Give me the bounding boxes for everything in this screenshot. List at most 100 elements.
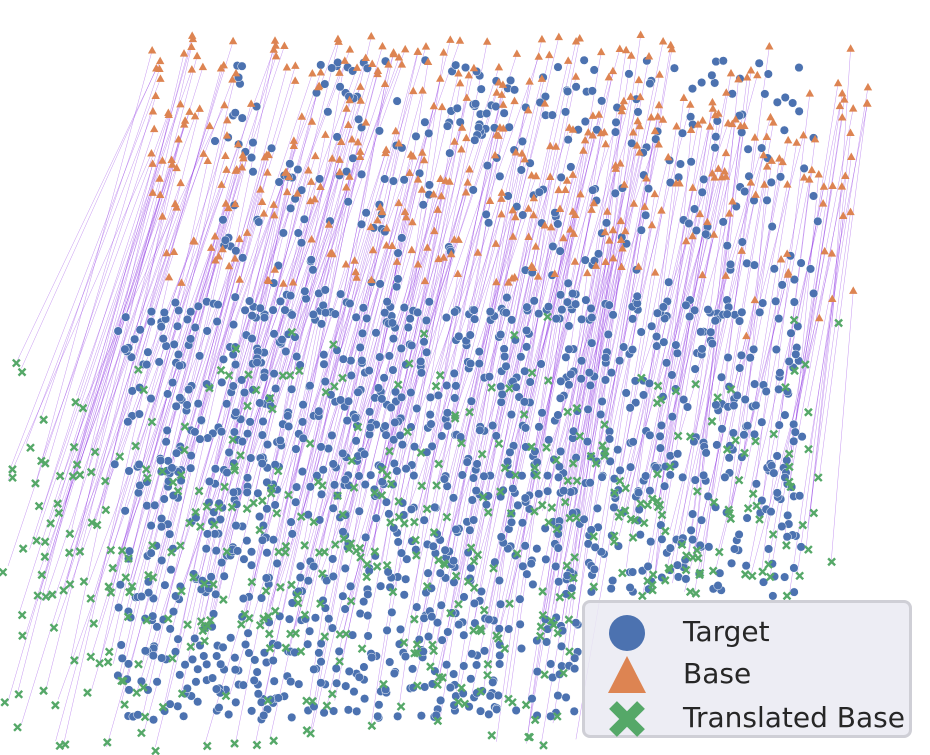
translated-base-marker [338,510,348,519]
target-marker [502,292,512,303]
target-marker [522,569,532,579]
target-marker [291,497,301,507]
base-marker [270,36,280,44]
base-marker [566,225,575,233]
target-marker [228,381,238,391]
translated-base-marker [621,483,630,493]
target-marker [455,117,465,127]
target-marker [780,92,790,103]
connector-line [819,103,868,478]
target-marker [740,394,750,405]
target-marker [308,265,318,275]
translated-base-marker [270,606,280,616]
target-marker [542,637,552,647]
target-marker [327,63,337,73]
target-marker [315,174,325,184]
translated-base-marker [300,541,310,550]
base-marker [327,248,337,257]
base-marker [218,244,227,253]
target-marker [610,188,620,198]
translated-base-marker [740,569,750,579]
base-marker [511,147,521,156]
connector-line [34,50,153,486]
base-marker [341,260,351,268]
base-marker [465,165,474,173]
base-marker [375,202,385,211]
translated-base-marker [18,544,28,553]
target-marker [797,432,807,442]
target-marker [724,453,734,463]
translated-base-marker [320,632,330,641]
base-marker [498,100,508,108]
base-marker [367,275,376,284]
target-marker [150,500,160,510]
connector-line [268,220,378,647]
base-marker [672,122,681,130]
translated-base-marker [765,572,775,582]
translated-base-marker [435,370,445,380]
base-marker [584,128,593,136]
target-marker [110,459,120,469]
target-marker [661,358,672,368]
target-marker [634,488,644,498]
target-marker [344,666,354,676]
target-marker [297,466,307,477]
base-marker [635,92,645,101]
connector-line [175,67,288,482]
translated-base-marker [681,565,691,575]
base-marker [640,202,649,210]
target-marker [495,650,505,660]
translated-base-marker [103,657,113,667]
connector-line [190,116,303,624]
target-marker [338,354,348,364]
target-marker [259,313,270,323]
connector-line [120,135,228,459]
translated-base-marker [244,370,253,379]
connector-line [483,227,552,692]
target-marker [430,502,440,512]
translated-base-marker [446,608,455,618]
target-marker [583,404,593,414]
base-marker [387,241,397,249]
connector-line [87,56,198,472]
target-marker [423,631,434,642]
target-marker [474,347,484,357]
base-marker [308,69,317,77]
base-marker [148,159,157,167]
target-marker [585,380,595,390]
target-marker [518,210,528,220]
base-marker [156,190,165,198]
target-marker [571,82,581,92]
connector-line [47,95,156,466]
target-marker [202,659,212,669]
target-marker [180,660,190,670]
target-marker [388,176,398,186]
target-marker [359,662,369,672]
base-marker [554,32,564,41]
target-marker [557,305,567,315]
target-marker [735,363,745,373]
connector-line [398,274,459,707]
translated-base-marker [330,540,340,549]
target-marker [286,517,296,527]
base-marker [288,278,298,286]
translated-base-marker [798,520,808,530]
target-marker [308,309,318,320]
target-marker [737,127,747,137]
target-marker [677,128,688,138]
target-marker [681,574,691,584]
translated-base-marker [196,617,206,626]
target-marker [193,664,203,674]
base-marker [423,243,432,251]
translated-base-marker [89,619,99,628]
target-marker [247,706,257,716]
target-marker [704,542,714,552]
target-marker [159,494,169,504]
target-marker [319,350,329,360]
translated-base-marker [543,312,552,322]
translated-base-marker [227,502,237,512]
translated-base-marker [827,557,836,567]
connector-line [127,158,244,590]
base-marker [603,207,612,215]
base-marker [394,198,403,207]
